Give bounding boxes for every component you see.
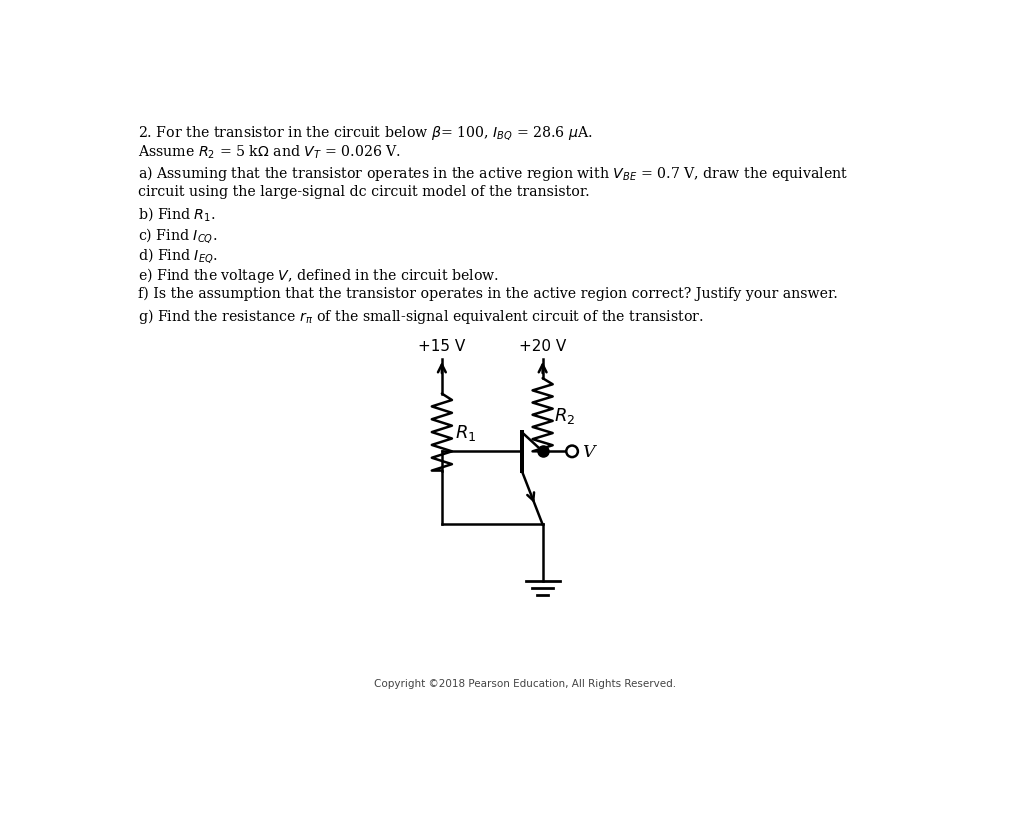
Text: 2. For the transistor in the circuit below $\beta$= 100, $I_{BQ}$ = 28.6 $\mu$A.: 2. For the transistor in the circuit bel… xyxy=(138,124,593,141)
Text: a) Assuming that the transistor operates in the active region with $V_{BE}$ = 0.: a) Assuming that the transistor operates… xyxy=(138,164,848,183)
Text: +20 V: +20 V xyxy=(519,339,566,354)
Text: +15 V: +15 V xyxy=(418,339,466,354)
Text: Copyright ©2018 Pearson Education, All Rights Reserved.: Copyright ©2018 Pearson Education, All R… xyxy=(374,679,676,689)
Text: circuit using the large-signal dc circuit model of the transistor.: circuit using the large-signal dc circui… xyxy=(138,185,590,198)
Text: V: V xyxy=(583,443,595,461)
Text: d) Find $I_{EQ}$.: d) Find $I_{EQ}$. xyxy=(138,246,218,265)
Text: g) Find the resistance $r_\pi$ of the small-signal equivalent circuit of the tra: g) Find the resistance $r_\pi$ of the sm… xyxy=(138,307,703,326)
Text: c) Find $I_{CQ}$.: c) Find $I_{CQ}$. xyxy=(138,225,217,244)
Text: b) Find $R_1$.: b) Find $R_1$. xyxy=(138,205,216,222)
Text: $R_1$: $R_1$ xyxy=(455,422,476,442)
Text: e) Find the voltage $V$, defined in the circuit below.: e) Find the voltage $V$, defined in the … xyxy=(138,266,499,285)
Text: $R_2$: $R_2$ xyxy=(554,405,575,426)
Text: Assume $R_2$ = 5 k$\Omega$ and $V_T$ = 0.026 V.: Assume $R_2$ = 5 k$\Omega$ and $V_T$ = 0… xyxy=(138,144,401,161)
Text: f) Is the assumption that the transistor operates in the active region correct? : f) Is the assumption that the transistor… xyxy=(138,287,838,301)
